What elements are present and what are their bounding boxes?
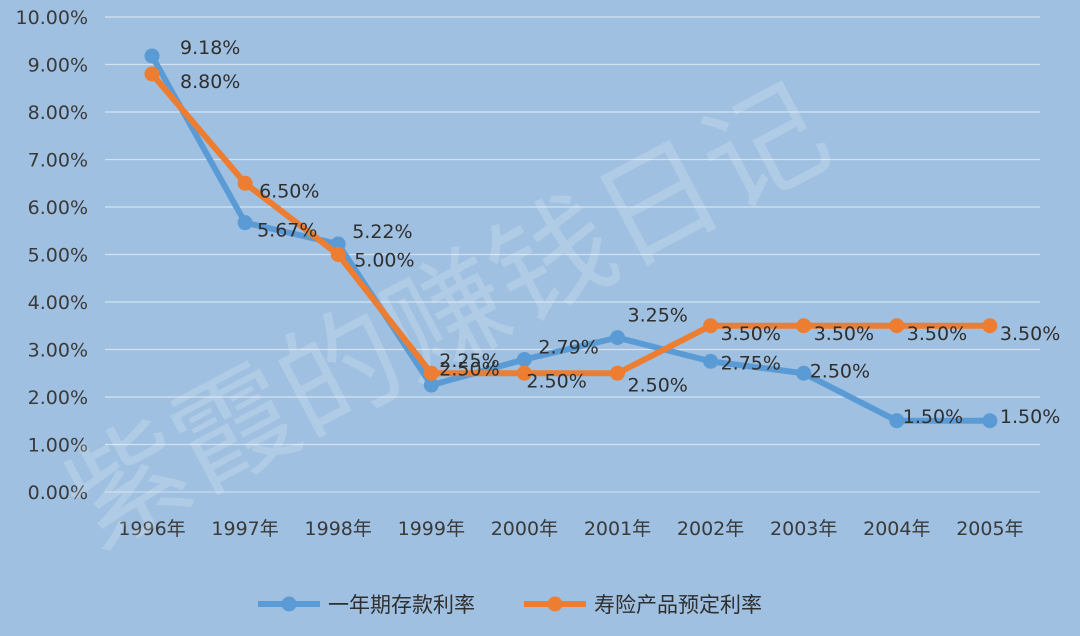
gridlines: [105, 16, 1040, 493]
y-tick-label: 4.00%: [28, 292, 88, 314]
data-point: [610, 365, 625, 381]
data-label: 2.50%: [439, 358, 499, 380]
x-tick-label: 2003年: [770, 518, 837, 540]
x-tick-label: 1998年: [305, 518, 372, 540]
data-point: [982, 413, 998, 429]
y-tick-label: 0.00%: [28, 482, 88, 504]
data-point: [516, 365, 532, 381]
data-label: 1.50%: [903, 406, 963, 428]
series-lines: [144, 48, 998, 429]
y-tick-label: 8.00%: [28, 102, 88, 124]
data-label: 2.25%: [439, 350, 499, 372]
data-point: [796, 318, 812, 334]
x-tick-label: 1997年: [211, 518, 278, 540]
data-label: 2.79%: [538, 336, 598, 358]
data-label: 8.80%: [180, 71, 240, 93]
y-tick-label: 10.00%: [16, 7, 88, 29]
x-tick-label: 2004年: [863, 518, 930, 540]
legend: 一年期存款利率 寿险产品预定利率: [258, 593, 762, 617]
data-point: [237, 215, 253, 231]
data-label: 2.50%: [628, 374, 688, 396]
data-point: [144, 48, 160, 64]
data-label: 2.50%: [526, 370, 586, 392]
legend-label: 寿险产品预定利率: [594, 593, 762, 617]
data-label: 5.67%: [257, 220, 317, 242]
y-tick-label: 2.00%: [28, 387, 88, 409]
data-label: 9.18%: [180, 37, 240, 59]
watermark-text: 紫霞的赚钱日记: [43, 59, 850, 576]
data-label: 3.50%: [721, 323, 781, 345]
data-point: [982, 318, 998, 334]
data-point: [144, 66, 160, 82]
data-point: [610, 330, 625, 346]
y-tick-label: 1.00%: [28, 435, 88, 457]
x-tick-label: 1996年: [118, 518, 185, 540]
series-line: [149, 52, 993, 424]
y-tick-label: 9.00%: [28, 55, 88, 77]
data-point: [237, 175, 253, 191]
series-line: [149, 71, 993, 377]
legend-marker: [547, 596, 563, 612]
x-axis: 1996年 1997年 1998年 1999年 2000年 2001年 2002年 2003年…: [118, 518, 1023, 540]
data-point: [330, 247, 346, 262]
data-point: [423, 365, 439, 381]
data-label: 3.50%: [1000, 323, 1060, 345]
y-tick-label: 7.00%: [28, 150, 88, 172]
y-tick-label: 5.00%: [28, 245, 88, 267]
data-label: 2.75%: [721, 352, 781, 374]
data-point: [703, 318, 719, 334]
legend-marker: [281, 596, 297, 612]
data-label: 3.50%: [907, 323, 967, 345]
data-label: 1.50%: [1000, 406, 1060, 428]
legend-label: 一年期存款利率: [328, 593, 475, 617]
data-label: 5.00%: [354, 250, 414, 272]
data-point: [796, 365, 812, 381]
data-labels: 9.18% 5.67% 5.22% 2.25% 2.79% 3.25% 2.75% 2.50%…: [180, 37, 1060, 428]
x-tick-label: 2002年: [677, 518, 744, 540]
data-point: [889, 318, 905, 334]
data-point: [330, 236, 346, 252]
data-point: [423, 377, 439, 393]
data-point: [516, 351, 532, 367]
data-point: [889, 413, 905, 429]
y-tick-label: 6.00%: [28, 197, 88, 219]
x-tick-label: 1999年: [398, 518, 465, 540]
x-tick-label: 2001年: [584, 518, 651, 540]
x-tick-label: 2005年: [956, 518, 1023, 540]
data-label: 3.25%: [628, 305, 688, 327]
data-label: 3.50%: [814, 323, 874, 345]
data-point: [703, 353, 719, 369]
data-label: 6.50%: [259, 180, 319, 202]
data-label: 2.50%: [810, 360, 870, 382]
x-tick-label: 2000年: [491, 518, 558, 540]
data-label: 5.22%: [352, 221, 412, 243]
y-axis: 0.00% 1.00% 2.00% 3.00% 4.00% 5.00% 6.00% 7.00%…: [16, 7, 88, 504]
y-tick-label: 3.00%: [28, 340, 88, 362]
